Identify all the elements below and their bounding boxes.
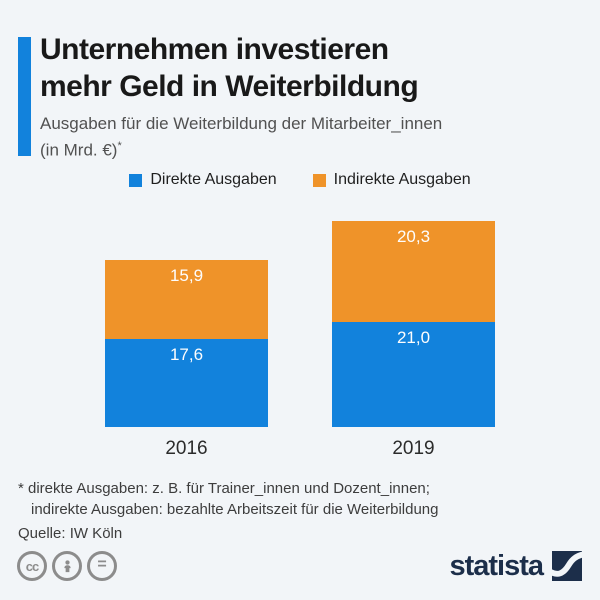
bar-value-label: 20,3 [396,226,431,246]
subtitle: Ausgaben für die Weiterbildung der Mitar… [40,112,580,162]
bar-2016: 15,9 17,6 [105,259,268,427]
bar-2019: 20,3 21,0 [332,220,495,427]
legend-item-indirekte: Indirekte Ausgaben [312,171,471,189]
source-line: Quelle: IW Köln [18,525,123,542]
legend-swatch-indirekte [312,173,326,187]
footnote-line-1: * direkte Ausgaben: z. B. für Trainer_in… [18,480,430,497]
cc-icon[interactable]: cc [17,551,47,581]
category-label-2016: 2016 [165,438,208,459]
title-line-1: Unternehmen investieren [40,33,389,66]
title-line-2: mehr Geld in Weiterbildung [40,70,419,103]
bar-value-label: 15,9 [169,265,204,285]
statista-wordmark: statista [449,550,544,582]
bar-value-label: 17,6 [169,345,204,364]
bar-segment-indirect-2016: 15,9 [105,259,268,339]
bar-group-2019: 20,3 21,0 2019 [332,220,495,461]
bar-value-label: 21,0 [396,328,431,347]
bar-group-2016: 15,9 17,6 2016 [105,259,268,461]
category-label-2019: 2019 [392,438,435,459]
legend-item-direkte: Direkte Ausgaben [129,171,277,189]
cc-license-badge[interactable]: cc = [17,551,117,581]
statista-logo[interactable]: statista [449,551,582,581]
bar-segment-indirect-2019: 20,3 [332,220,495,322]
footnote: * direkte Ausgaben: z. B. für Trainer_in… [18,478,578,544]
subtitle-line-1: Ausgaben für die Weiterbildung der Mitar… [40,114,443,133]
bar-segment-direct-2016: 17,6 [105,339,268,427]
bar-segment-direct-2019: 21,0 [332,322,495,427]
subtitle-line-2: (in Mrd. €)* [40,140,122,160]
attribution-person-icon[interactable] [52,551,82,581]
footnote-line-2: indirekte Ausgaben: bezahlte Arbeitszeit… [31,501,439,518]
chart-legend: Direkte Ausgaben Indirekte Ausgaben [0,171,600,189]
legend-label-direkte: Direkte Ausgaben [150,171,277,188]
footnote-marker: * [117,140,122,152]
statista-logo-icon [552,551,582,581]
page-title: Unternehmen investieren mehr Geld in Wei… [40,31,580,105]
legend-label-indirekte: Indirekte Ausgaben [333,171,471,188]
no-derivatives-icon[interactable]: = [87,551,117,581]
stacked-bar-chart: 15,9 17,6 2016 20,3 21,0 2019 [0,220,600,460]
title-accent-bar [18,37,31,156]
legend-swatch-direkte [129,173,143,187]
